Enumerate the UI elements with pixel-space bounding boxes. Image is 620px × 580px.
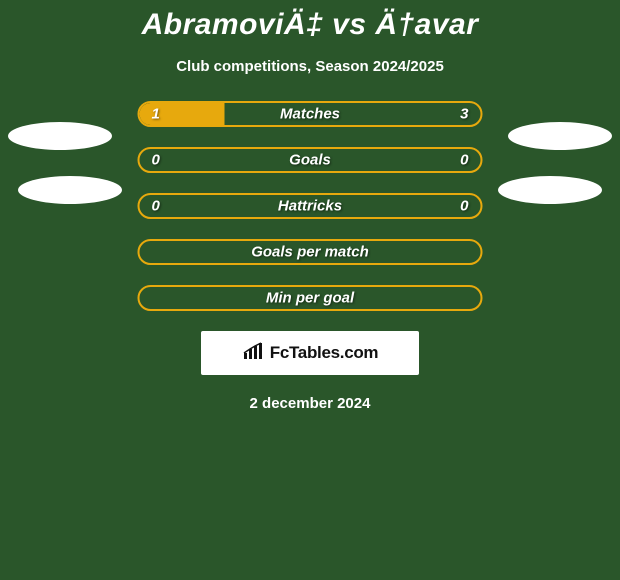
stat-row: Min per goal bbox=[0, 285, 620, 311]
stat-row: 13Matches bbox=[0, 101, 620, 127]
stat-bar: 0 0Hattricks bbox=[138, 193, 483, 219]
page-title: AbramoviÄ‡ vs Ä†avar bbox=[0, 0, 620, 42]
stat-value-right: 0 bbox=[460, 198, 468, 215]
stat-label: Goals bbox=[140, 152, 481, 169]
stat-value-left: 1 bbox=[152, 106, 160, 123]
stat-bar: 0 0Goals bbox=[138, 147, 483, 173]
stat-value-left: 0 bbox=[152, 198, 160, 215]
stat-bar: Min per goal bbox=[138, 285, 483, 311]
stat-value-right: 3 bbox=[460, 106, 468, 123]
chart-icon bbox=[242, 341, 266, 366]
stat-value-right: 0 bbox=[460, 152, 468, 169]
stat-bar: 13Matches bbox=[138, 101, 483, 127]
stat-label: Goals per match bbox=[140, 244, 481, 261]
date-label: 2 december 2024 bbox=[0, 395, 620, 412]
stat-value-left: 0 bbox=[152, 152, 160, 169]
page-subtitle: Club competitions, Season 2024/2025 bbox=[0, 58, 620, 75]
stat-row: 0 0Hattricks bbox=[0, 193, 620, 219]
stat-label: Hattricks bbox=[140, 198, 481, 215]
stat-row: 0 0Goals bbox=[0, 147, 620, 173]
stat-label: Min per goal bbox=[140, 290, 481, 307]
stat-row: Goals per match bbox=[0, 239, 620, 265]
brand-text: FcTables.com bbox=[270, 343, 379, 363]
brand-badge[interactable]: FcTables.com bbox=[201, 331, 419, 375]
stat-bar: Goals per match bbox=[138, 239, 483, 265]
